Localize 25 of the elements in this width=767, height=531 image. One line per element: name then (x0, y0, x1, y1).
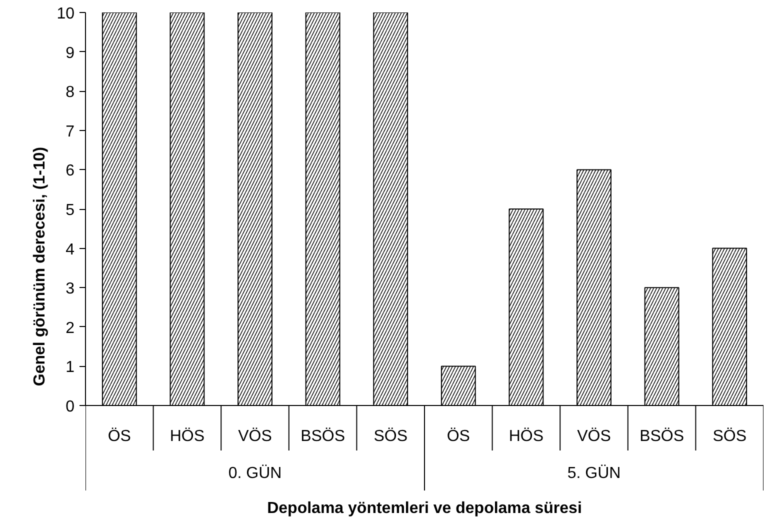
x-tick-label: BSÖS (300, 427, 346, 445)
x-tick-label: SÖS (374, 427, 408, 445)
y-tick-label: 7 (66, 123, 75, 140)
y-tick-label: 1 (66, 359, 75, 376)
y-tick-label: 10 (56, 6, 75, 22)
x-tick-label: HÖS (508, 427, 544, 445)
y-tick-label: 2 (66, 320, 75, 337)
x-tick-label: VÖS (238, 427, 272, 445)
y-tick-label: 4 (66, 241, 75, 258)
y-axis-title: Genel görünüm derecesi, (1-10) (32, 146, 49, 386)
x-tick-label: HÖS (170, 427, 205, 445)
x-tick-label: SÖS (712, 427, 746, 445)
x-tick-label: VÖS (577, 427, 611, 445)
x-tick-label: ÖS (108, 427, 131, 445)
y-tick-label: 3 (66, 280, 75, 298)
y-tick-label: 9 (66, 44, 75, 62)
text: 0. GÜN (228, 464, 282, 482)
x-tick-label: BSÖS (640, 427, 684, 445)
y-tick-label: 5 (66, 202, 75, 219)
text: 5. GÜN (567, 464, 621, 482)
y-tick-label: 0 (66, 398, 75, 416)
y-tick-label: 8 (66, 84, 75, 102)
x-axis-title: Depolama yöntemleri ve depolama süresi (267, 500, 582, 517)
x-tick-label: ÖS (446, 427, 470, 445)
y-tick-label: 6 (66, 162, 75, 180)
